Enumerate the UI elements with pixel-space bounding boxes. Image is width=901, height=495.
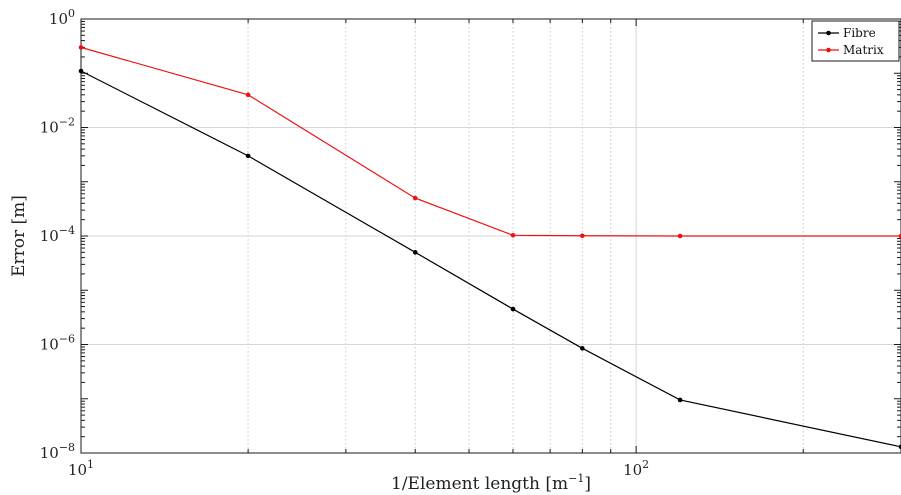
fibre-data-point [898,444,901,450]
matrix-data-point [580,233,585,239]
legend-fibre-marker [826,30,831,36]
matrix-data-point [78,45,84,50]
matrix-data-point [412,195,418,201]
y-tick-label: 10−2 [40,116,75,137]
fibre-data-point [78,68,84,74]
x-axis-title: 1/Element length [m−1] [391,472,591,494]
y-tick-label: 10−8 [40,441,75,462]
fibre-data-point [580,346,585,351]
legend-fibre-label: Fibre [843,26,876,40]
x-axis-title-exponent: −1 [568,472,584,485]
legend-matrix-label: Matrix [843,43,884,57]
y-tick-base: 10 [40,444,59,462]
x-tick-exponent: 1 [87,458,94,471]
legend: Fibre Matrix [811,20,900,62]
y-tick-base: 10 [40,119,59,137]
matrix-data-point [677,233,683,239]
legend-matrix-marker [826,47,831,53]
x-axis-title-suffix: ] [584,474,591,494]
x-tick-label: 101 [68,458,94,479]
series-lines [78,45,901,450]
matrix-data-point [510,233,516,238]
matrix-data-point [898,233,901,239]
x-tick-base: 10 [68,461,87,479]
x-tick-label: 102 [623,458,649,479]
y-tick-base: 10 [40,227,59,245]
y-tick-exponent: −6 [59,333,75,346]
y-tick-exponent: 0 [68,7,75,20]
y-tick-exponent: −8 [59,441,75,454]
fibre-data-point [677,397,683,403]
y-tick-exponent: −4 [59,224,75,237]
y-tick-label: 10−6 [40,333,75,354]
y-tick-base: 10 [49,10,68,28]
x-tick-base: 10 [623,461,642,479]
fibre-data-point [510,306,516,312]
legend-box [811,20,900,62]
y-tick-exponent: −2 [59,116,75,129]
matrix-series-line [80,46,901,237]
y-tick-label: 100 [49,7,75,28]
y-tick-base: 10 [40,336,59,354]
x-tick-exponent: 2 [642,458,649,471]
fibre-data-point [412,250,418,255]
y-axis-title: Error [m] [9,195,29,277]
x-axis-title-main: 1/Element length [m [391,474,568,494]
matrix-data-point [245,92,251,98]
y-tick-label: 10−4 [40,224,75,245]
fibre-data-point [245,153,251,159]
